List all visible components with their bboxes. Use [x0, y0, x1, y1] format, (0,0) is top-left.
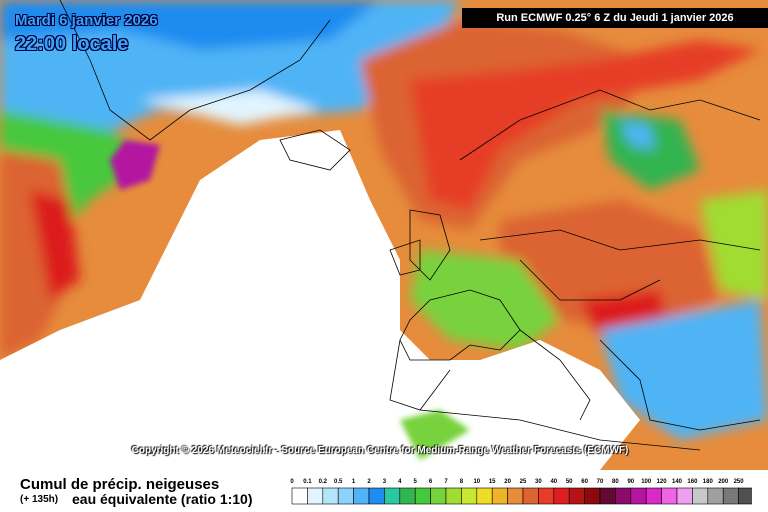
scale-swatch [445, 487, 462, 505]
scale-label: 0 [290, 479, 294, 485]
scale-swatch [384, 487, 401, 505]
scale-label: 30 [535, 479, 542, 485]
scale-label: 4 [398, 479, 402, 485]
scale-label: 200 [718, 479, 729, 485]
scale-swatch [707, 487, 724, 505]
scale-swatch [538, 487, 555, 505]
scale-swatch [430, 487, 447, 505]
scale-swatch [461, 487, 478, 505]
scale-label: 60 [581, 479, 588, 485]
no-snow-area [0, 130, 640, 470]
legend-subtitle: eau équivalente (ratio 1:10) [72, 491, 253, 507]
weather-map [0, 0, 768, 470]
time-label: 22:00 locale [15, 33, 129, 55]
scale-swatch [368, 487, 385, 505]
scale-swatch [491, 487, 508, 505]
scale-label: 70 [597, 479, 604, 485]
scale-label: 20 [504, 479, 511, 485]
scale-swatch [322, 487, 339, 505]
copyright: Copyright © 2026 Meteociel.fr - Source E… [131, 445, 629, 456]
scale-swatch [692, 487, 709, 505]
scale-swatch [291, 487, 308, 505]
scale-swatch [722, 487, 739, 505]
scale-swatch [337, 487, 354, 505]
precip-max [110, 140, 160, 190]
scale-swatch [738, 487, 752, 505]
scale-label: 140 [672, 479, 683, 485]
scale-swatch [645, 487, 662, 505]
scale-swatch [615, 487, 632, 505]
scale-swatch [399, 487, 416, 505]
scale-label: 80 [612, 479, 619, 485]
scale-label: 7 [444, 479, 448, 485]
run-info: Run ECMWF 0.25° 6 Z du Jeudi 1 janvier 2… [462, 8, 768, 28]
scale-swatch [584, 487, 601, 505]
scale-label: 5 [414, 479, 418, 485]
scale-label: 40 [550, 479, 557, 485]
legend-lead: (+ 135h) [20, 494, 59, 505]
precip-fields [0, 0, 768, 440]
scale-swatch [414, 487, 431, 505]
scale-label: 10 [473, 479, 480, 485]
precip-field [400, 410, 470, 460]
scale-label: 3 [383, 479, 387, 485]
date-label: Mardi 6 janvier 2026 [15, 12, 158, 29]
scale-swatch [507, 487, 524, 505]
scale-label: 0.5 [334, 479, 343, 485]
scale-label: 25 [520, 479, 527, 485]
scale-label: 90 [627, 479, 634, 485]
scale-label: 0.2 [319, 479, 328, 485]
scale-swatch [599, 487, 616, 505]
scale-swatch [307, 487, 324, 505]
scale-swatch [630, 487, 647, 505]
scale-label: 6 [429, 479, 433, 485]
scale-label: 1 [352, 479, 356, 485]
coastlines [59, 0, 761, 451]
color-scale: 0 0.1 0.2 0.5 1 2 3 4 5 6 7 8 10 15 20 25 30 40 50 60 70 80 90… [290, 479, 752, 505]
legend-title: Cumul de précip. neigeuses [20, 476, 220, 493]
scale-label: 0.1 [303, 479, 312, 485]
scale-label: 8 [460, 479, 464, 485]
scale-swatch [553, 487, 570, 505]
scale-label: 180 [703, 479, 714, 485]
scale-swatch [661, 487, 678, 505]
scale-label: 15 [489, 479, 496, 485]
scale-label: 100 [641, 479, 652, 485]
scale-swatch [676, 487, 693, 505]
scale-swatch [568, 487, 585, 505]
scale-label: 2 [367, 479, 371, 485]
scale-label: 120 [657, 479, 668, 485]
scale-label: 250 [734, 479, 745, 485]
scale-swatch [353, 487, 370, 505]
scale-swatch [522, 487, 539, 505]
scale-swatch [476, 487, 493, 505]
scale-label: 160 [687, 479, 698, 485]
scale-label: 50 [566, 479, 573, 485]
